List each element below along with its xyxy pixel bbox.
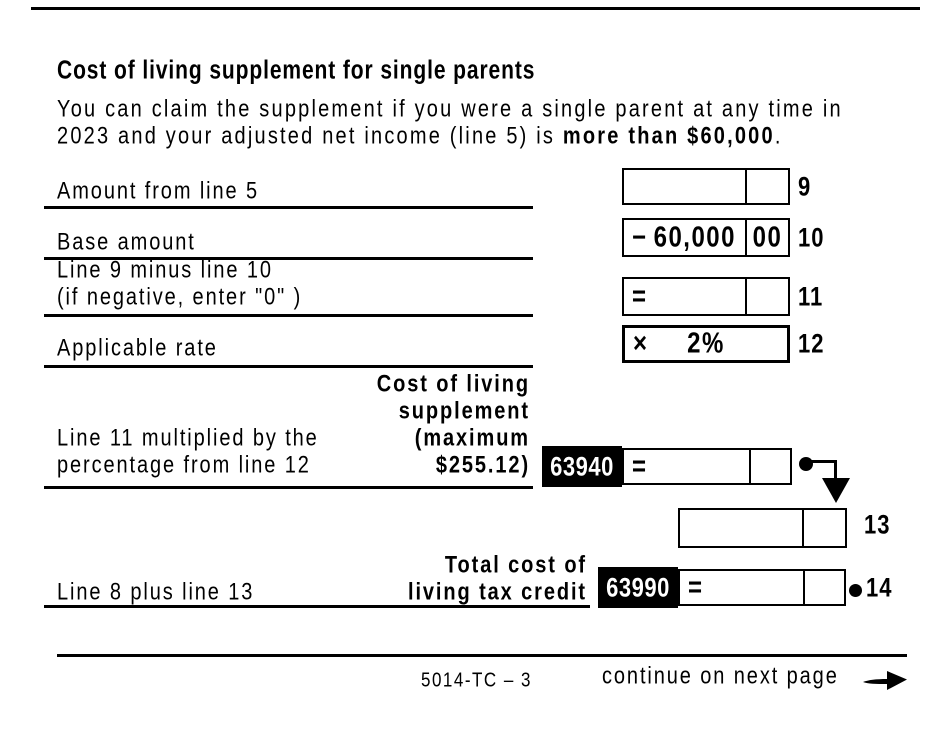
row14-equals-operator: =: [688, 570, 704, 603]
row10-amount-box: − 60,000 00: [622, 218, 790, 257]
row10-label: Base amount: [57, 229, 196, 256]
row13-field-code: 63940: [550, 450, 614, 481]
row13-line-number: 13: [864, 509, 891, 540]
row13-field-code-box: 63940: [542, 446, 622, 487]
footer-page-code: 5014-TC – 3: [421, 668, 532, 692]
continue-next-page-arrow-icon: [863, 671, 907, 690]
row9-cents-cell[interactable]: [747, 170, 788, 203]
row10-cents-cell: 00: [747, 220, 788, 255]
row10-underline: [44, 257, 533, 260]
row13-label-line1: Line 11 multiplied by the: [57, 425, 319, 452]
row13-result-label: Cost of living supplement (maximum $255.…: [230, 371, 530, 478]
row13-equals-operator: =: [632, 449, 648, 482]
row10-line-number: 10: [798, 222, 825, 253]
row13-result-box[interactable]: =: [622, 448, 792, 485]
row13-dollars-cell[interactable]: =: [624, 450, 749, 483]
row13-underline: [44, 486, 533, 489]
row10-minus-operator: −: [632, 220, 648, 253]
intro-line-2-text: 2023 and your adjusted net income (line …: [57, 123, 563, 150]
row12-line-number: 12: [798, 328, 825, 359]
row10-dollars-cell: − 60,000: [624, 220, 745, 255]
row11-label-line2: (if negative, enter "0" ): [57, 284, 303, 311]
row14-label: Line 8 plus line 13: [57, 579, 255, 606]
row9-line-number: 9: [798, 171, 812, 202]
row14-field-code-box: 63990: [598, 567, 678, 608]
row11-amount-box[interactable]: =: [622, 277, 790, 316]
intro-line-2-period: .: [774, 123, 783, 150]
row14-cents-cell[interactable]: [805, 571, 844, 604]
line13-cents-cell[interactable]: [804, 510, 845, 546]
row9-amount-box[interactable]: [622, 168, 790, 205]
footer-rule: [57, 654, 907, 657]
row14-underline: [44, 605, 590, 608]
row11-underline: [44, 314, 533, 317]
row9-label: Amount from line 5: [57, 178, 260, 205]
row13-result-label-line2: supplement: [398, 397, 530, 425]
intro-line-1: You can claim the supplement if you were…: [57, 96, 843, 123]
row14-result-box[interactable]: =: [678, 569, 846, 606]
row12-multiply-operator: ×: [633, 327, 649, 360]
section-title: Cost of living supplement for single par…: [57, 56, 536, 85]
row14-result-label-line2: living tax credit: [407, 578, 587, 606]
row11-line-number: 11: [798, 281, 824, 312]
top-rule: [31, 7, 920, 10]
down-arrow-icon: [822, 478, 850, 503]
row12-label: Applicable rate: [57, 335, 218, 362]
line13-dollars-cell[interactable]: [680, 510, 802, 546]
connector-vertical-line: [834, 460, 837, 480]
footer-continue-text: continue on next page: [602, 663, 839, 690]
row14-result-label: Total cost of living tax credit: [287, 552, 587, 606]
row11-dollars-cell[interactable]: =: [624, 279, 745, 314]
row13-bullet-icon: [799, 457, 813, 471]
row13-cents-divider: [749, 450, 751, 483]
row12-rate-cell: × 2%: [625, 327, 787, 360]
row14-dollars-cell[interactable]: =: [680, 571, 803, 604]
intro-line-2-bold: more than $60,000: [562, 123, 775, 150]
row11-equals-operator: =: [632, 279, 648, 312]
row13-result-label-line3: (maximum: [414, 424, 530, 452]
row11-cents-cell[interactable]: [747, 279, 788, 314]
row14-cents-divider: [803, 571, 805, 604]
intro-line-2: 2023 and your adjusted net income (line …: [57, 123, 783, 150]
row9-cents-divider: [745, 170, 747, 203]
row13-cents-cell[interactable]: [751, 450, 790, 483]
line13-cents-divider: [802, 510, 804, 546]
connector-horizontal-line: [811, 460, 837, 463]
row14-result-label-line1: Total cost of: [444, 552, 587, 579]
row11-label-line1: Line 9 minus line 10: [57, 257, 273, 284]
row10-amount-value: 60,000: [653, 220, 736, 253]
row14-line-number: 14: [866, 572, 893, 603]
row10-cents-value: 00: [752, 220, 783, 253]
row11-cents-divider: [745, 279, 747, 314]
row9-dollars-cell[interactable]: [624, 170, 745, 203]
row12-underline: [44, 365, 533, 368]
row14-field-code: 63990: [606, 571, 670, 602]
row13-result-label-line1: Cost of living: [376, 371, 530, 398]
row12-rate-value: 2%: [687, 327, 725, 360]
row9-underline: [44, 206, 533, 209]
row14-bullet-icon: [849, 584, 862, 597]
row12-rate-box: × 2%: [622, 325, 790, 363]
line13-carry-box[interactable]: [678, 508, 847, 548]
row13-label-line2: percentage from line 12: [57, 452, 311, 479]
row10-cents-divider: [745, 220, 747, 255]
row13-result-label-line4: $255.12): [435, 451, 530, 479]
